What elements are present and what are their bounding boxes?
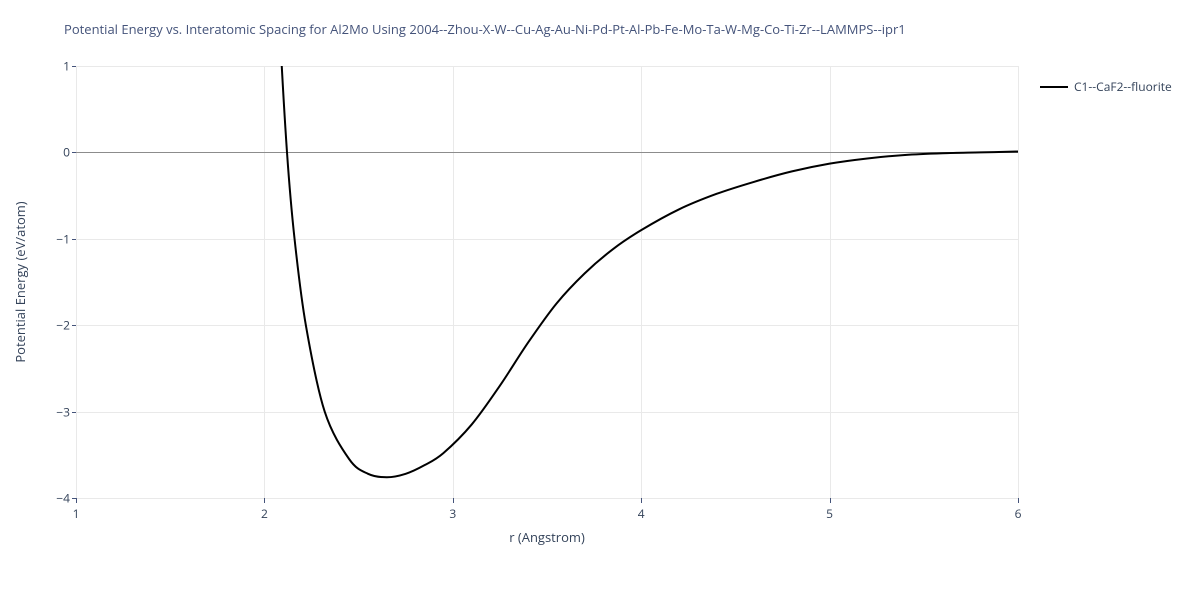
gridline-h bbox=[76, 498, 1018, 499]
x-tick-label: 6 bbox=[1015, 505, 1022, 522]
gridline-v bbox=[1018, 66, 1019, 498]
x-tick-label: 3 bbox=[449, 505, 456, 522]
y-tick-mark bbox=[72, 239, 76, 240]
x-axis-label: r (Angstrom) bbox=[509, 528, 585, 546]
x-tick-label: 5 bbox=[826, 505, 833, 522]
chart-container: Potential Energy vs. Interatomic Spacing… bbox=[0, 0, 1200, 600]
y-tick-label: −2 bbox=[50, 317, 70, 334]
y-tick-label: −3 bbox=[50, 403, 70, 420]
y-tick-mark bbox=[72, 498, 76, 499]
y-tick-mark bbox=[72, 412, 76, 413]
legend-label: C1--CaF2--fluorite bbox=[1074, 78, 1172, 95]
x-tick-label: 2 bbox=[261, 505, 268, 522]
y-axis-label: Potential Energy (eV/atom) bbox=[11, 201, 29, 362]
x-tick-mark bbox=[641, 498, 642, 503]
x-tick-label: 4 bbox=[638, 505, 645, 522]
curve-svg bbox=[76, 66, 1018, 498]
x-tick-mark bbox=[453, 498, 454, 503]
legend[interactable]: C1--CaF2--fluorite bbox=[1040, 78, 1172, 95]
y-tick-label: 0 bbox=[50, 144, 70, 161]
chart-title: Potential Energy vs. Interatomic Spacing… bbox=[64, 20, 906, 38]
series-line[interactable] bbox=[274, 0, 1018, 477]
x-tick-mark bbox=[264, 498, 265, 503]
y-tick-mark bbox=[72, 152, 76, 153]
legend-swatch bbox=[1040, 86, 1068, 88]
y-tick-mark bbox=[72, 66, 76, 67]
plot-area[interactable] bbox=[76, 66, 1018, 498]
y-tick-label: −4 bbox=[50, 490, 70, 507]
x-tick-mark bbox=[830, 498, 831, 503]
x-tick-label: 1 bbox=[73, 505, 80, 522]
y-tick-label: 1 bbox=[50, 58, 70, 75]
x-tick-mark bbox=[76, 498, 77, 503]
y-tick-label: −1 bbox=[50, 230, 70, 247]
x-tick-mark bbox=[1018, 498, 1019, 503]
y-tick-mark bbox=[72, 325, 76, 326]
